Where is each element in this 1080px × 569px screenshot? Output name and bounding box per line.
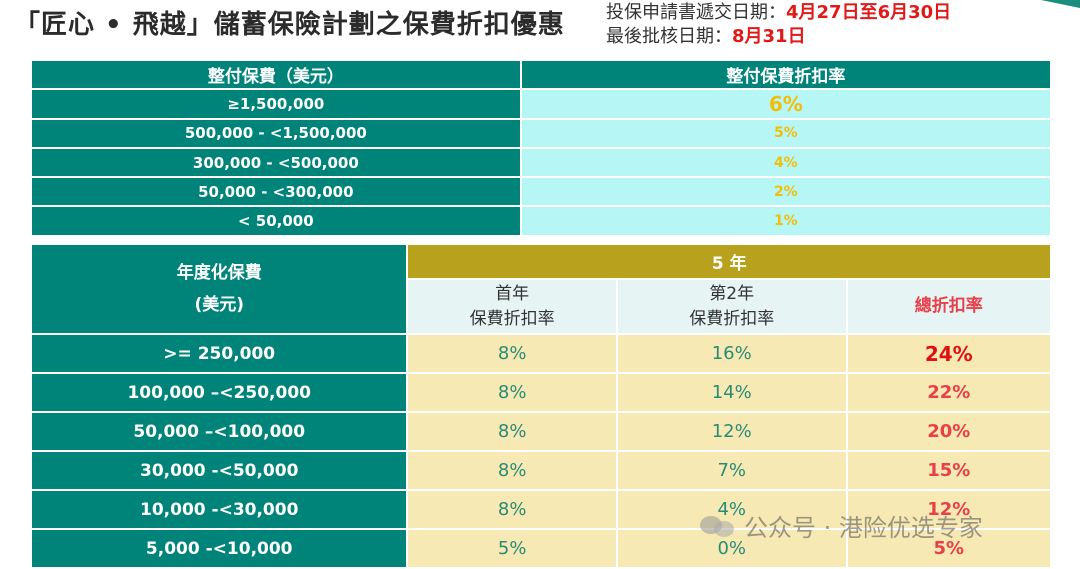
total-rate-header: 總折扣率: [847, 280, 1050, 333]
single-col-premium-header: 整付保費（美元）: [32, 61, 520, 89]
total-rate: 15%: [847, 452, 1050, 489]
approve-date-label: 最後批核日期：: [606, 26, 732, 47]
submit-date-label: 投保申請書遞交日期：: [606, 2, 786, 23]
annual-premium-table: 年度化保費 (美元) 5 年 首年 保費折扣率 第2年 保費折扣率 總折扣率 >…: [30, 243, 1052, 569]
annual-range: 30,000 -<50,000: [32, 452, 407, 489]
second-year-rate-header: 第2年 保費折扣率: [617, 280, 846, 333]
table-row: 50,000 –<100,000 8% 12% 20%: [32, 413, 1050, 450]
table-row: 10,000 -<30,000 8% 4% 12%: [32, 491, 1050, 528]
second-year-rate: 7%: [617, 452, 846, 489]
annual-premium-header-line2: (美元): [194, 295, 244, 315]
single-rate: 5%: [521, 119, 1050, 147]
total-rate: 5%: [847, 530, 1050, 567]
table-row: < 50,000 1%: [32, 207, 1050, 235]
second-year-rate: 12%: [617, 413, 846, 450]
annual-range: 10,000 -<30,000: [32, 491, 407, 528]
table-row: >= 250,000 8% 16% 24%: [32, 335, 1050, 372]
date-info: 投保申請書遞交日期：4月27日至6月30日 最後批核日期：8月31日: [606, 1, 951, 49]
single-range: 500,000 - <1,500,000: [32, 119, 520, 147]
submit-date-value: 4月27日至6月30日: [786, 2, 952, 23]
single-rate: 6%: [521, 90, 1050, 118]
table-row: 100,000 –<250,000 8% 14% 22%: [32, 374, 1050, 411]
single-rate: 2%: [521, 178, 1050, 206]
single-rate: 4%: [521, 148, 1050, 177]
annual-range: 50,000 –<100,000: [32, 413, 407, 450]
single-range: 50,000 - <300,000: [32, 178, 520, 206]
annual-range: 100,000 –<250,000: [32, 374, 407, 411]
total-rate: 12%: [847, 491, 1050, 528]
first-year-header-line1: 首年: [495, 283, 530, 304]
second-year-header-line1: 第2年: [709, 283, 755, 304]
annual-premium-header: 年度化保費 (美元): [32, 245, 407, 333]
first-year-rate-header: 首年 保費折扣率: [408, 280, 616, 333]
first-year-header-line2: 保費折扣率: [469, 308, 555, 329]
first-year-rate: 8%: [408, 374, 616, 411]
first-year-rate: 8%: [408, 335, 616, 372]
single-rate: 1%: [521, 207, 1050, 235]
wechat-icon: [700, 514, 736, 538]
table-row: 50,000 - <300,000 2%: [32, 178, 1050, 206]
single-premium-table: 整付保費（美元） 整付保費折扣率 ≥1,500,000 6% 500,000 -…: [30, 59, 1052, 237]
single-range: 300,000 - <500,000: [32, 148, 520, 177]
single-range: ≥1,500,000: [32, 90, 520, 118]
table-row: 5,000 -<10,000 5% 0% 5%: [32, 530, 1050, 567]
table-row: ≥1,500,000 6%: [32, 90, 1050, 118]
watermark: 公众号 · 港险优选专家: [700, 508, 983, 543]
watermark-text: 公众号 · 港险优选专家: [744, 514, 983, 542]
first-year-rate: 8%: [408, 413, 616, 450]
annual-premium-header-line1: 年度化保費: [176, 263, 262, 283]
annual-range: 5,000 -<10,000: [32, 530, 407, 567]
table-row: 500,000 - <1,500,000 5%: [32, 119, 1050, 147]
group-header-5-year: 5 年: [408, 245, 1050, 278]
first-year-rate: 8%: [408, 491, 616, 528]
single-range: < 50,000: [32, 207, 520, 235]
single-col-rate-header: 整付保費折扣率: [521, 61, 1050, 89]
table-row: 30,000 -<50,000 8% 7% 15%: [32, 452, 1050, 489]
approve-date-value: 8月31日: [732, 26, 806, 47]
first-year-rate: 8%: [408, 452, 616, 489]
page-title: 「匠心 • 飛越」儲蓄保險計劃之保費折扣優惠: [14, 10, 565, 40]
total-rate: 20%: [847, 413, 1050, 450]
second-year-rate: 14%: [617, 374, 846, 411]
total-rate: 24%: [847, 335, 1050, 372]
total-rate: 22%: [847, 374, 1050, 411]
annual-range: >= 250,000: [32, 335, 407, 372]
first-year-rate: 5%: [408, 530, 616, 567]
table-row: 300,000 - <500,000 4%: [32, 148, 1050, 177]
corner-decoration: [1041, 0, 1080, 8]
second-year-rate: 16%: [617, 335, 846, 372]
second-year-header-line2: 保費折扣率: [689, 308, 775, 329]
